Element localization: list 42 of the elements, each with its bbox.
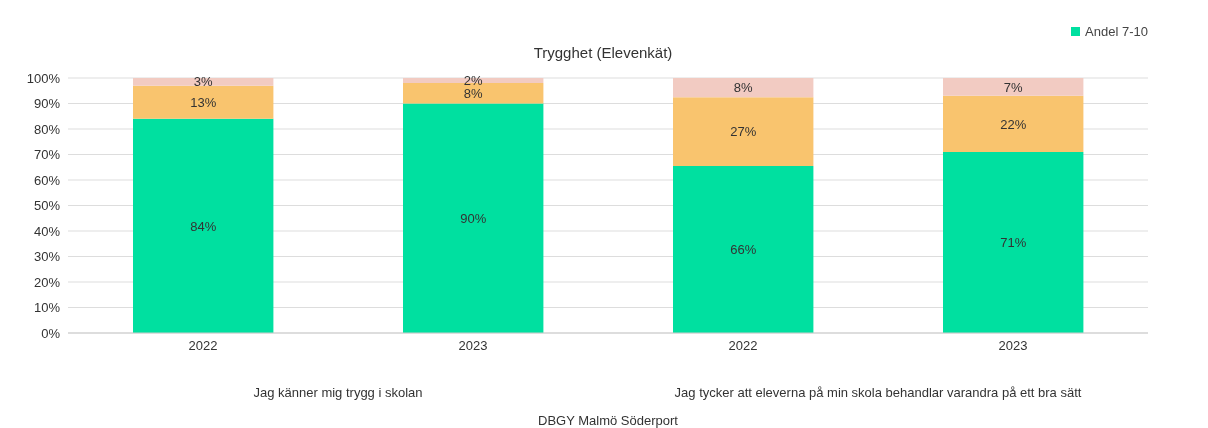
data-label: 22% bbox=[1000, 116, 1027, 132]
y-tick-label: 80% bbox=[33, 121, 61, 137]
bar bbox=[673, 165, 814, 333]
x-tick-label: 2023 bbox=[458, 338, 488, 354]
y-tick-label: 30% bbox=[33, 249, 61, 265]
data-label: 27% bbox=[730, 124, 757, 140]
x-tick-label: 2022 bbox=[728, 338, 758, 354]
bar bbox=[943, 78, 1084, 96]
bar bbox=[403, 78, 544, 84]
text: Jag känner mig trygg i skolan bbox=[252, 385, 424, 400]
y-tick-label: 50% bbox=[33, 198, 61, 214]
chart-title: Trygghet (Elevenkät) bbox=[532, 44, 674, 61]
data-label: 66% bbox=[730, 242, 757, 258]
bar bbox=[943, 151, 1084, 333]
legend-label: Andel 7-10 bbox=[1084, 24, 1148, 39]
data-label: 71% bbox=[1000, 235, 1027, 251]
data-label: 84% bbox=[190, 218, 217, 234]
y-tick-label: 40% bbox=[33, 223, 61, 239]
data-label: 7% bbox=[1003, 79, 1024, 95]
y-tick-label: 90% bbox=[33, 96, 61, 112]
bar bbox=[673, 78, 814, 98]
data-label: 13% bbox=[190, 94, 217, 110]
text: Jag tycker att eleverna på min skola behandlar varandra på ett bra sätt bbox=[673, 385, 1083, 400]
bar bbox=[133, 118, 274, 333]
data-label: 3% bbox=[193, 74, 214, 90]
x-axis-title: DBGY Malmö Söderport bbox=[537, 413, 679, 428]
data-label: 90% bbox=[460, 210, 487, 226]
y-tick-label: 10% bbox=[33, 300, 61, 316]
bar bbox=[133, 85, 274, 119]
bar bbox=[403, 83, 544, 104]
y-tick-label: 0% bbox=[41, 325, 61, 341]
bar bbox=[673, 97, 814, 166]
x-tick-label: 2022 bbox=[188, 338, 218, 354]
y-tick-label: 20% bbox=[33, 274, 61, 290]
y-tick-label: 100% bbox=[26, 70, 61, 86]
x-tick-label: 2023 bbox=[998, 338, 1028, 354]
y-tick-label: 60% bbox=[33, 172, 61, 188]
y-tick-label: 70% bbox=[33, 147, 61, 163]
data-label: 8% bbox=[733, 80, 754, 96]
bar bbox=[133, 78, 274, 86]
bar bbox=[403, 103, 544, 333]
bar bbox=[943, 95, 1084, 152]
